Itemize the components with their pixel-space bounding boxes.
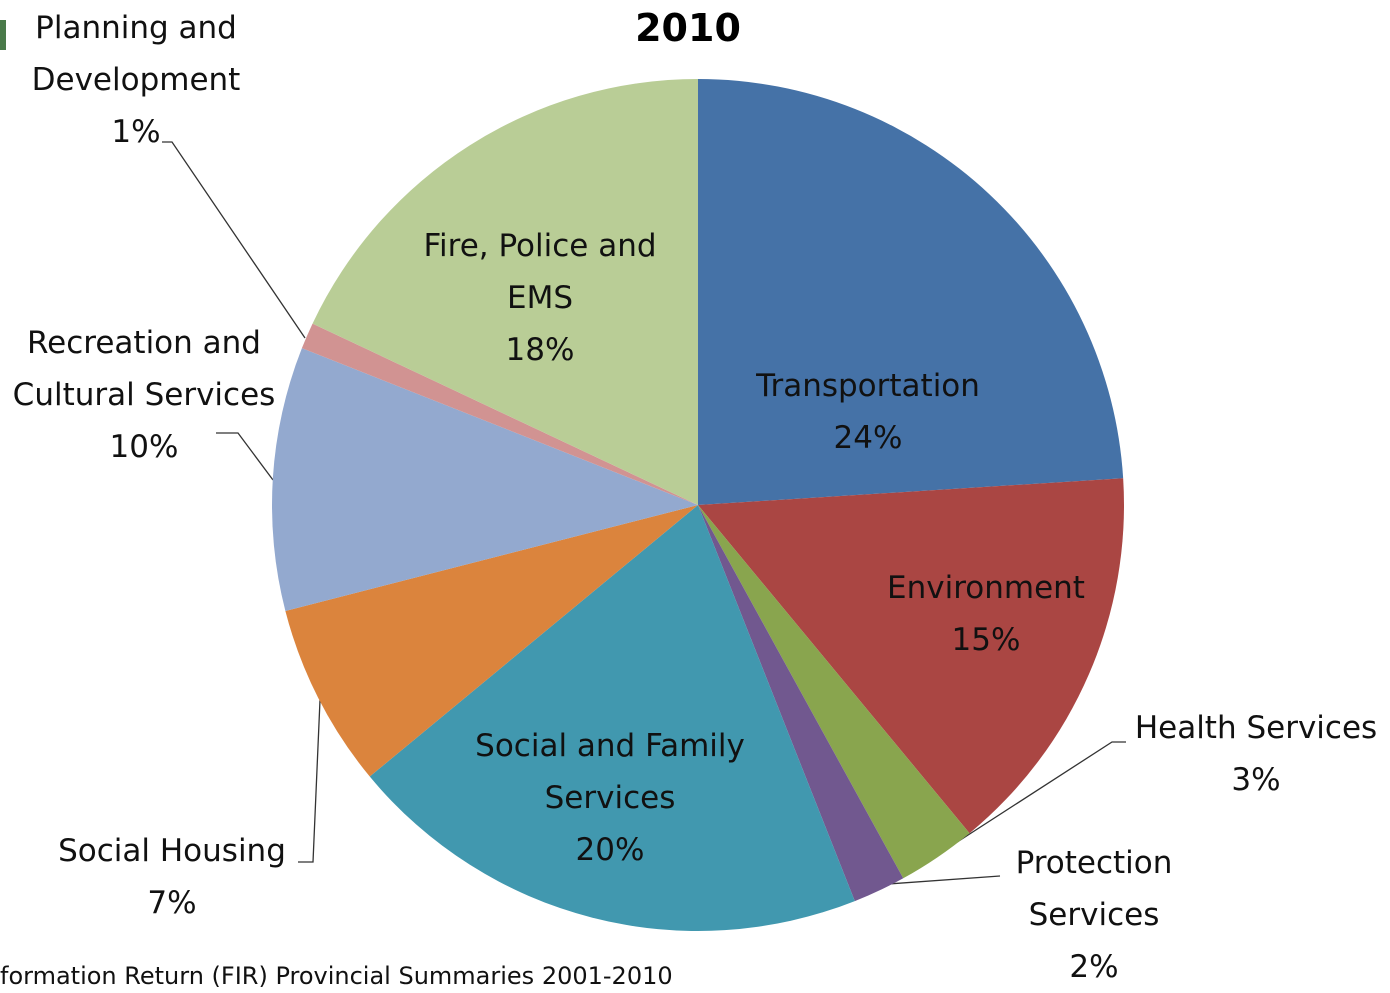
pie-slice: [369, 505, 855, 931]
pie-slice: [271, 348, 698, 611]
slice-label: Social and Family Services 20%: [465, 720, 755, 876]
slice-value-label: 2%: [1069, 949, 1119, 985]
slice-name: Social and Family Services: [475, 728, 745, 816]
pie-slice: [698, 478, 1125, 834]
slice-value-label: 18%: [505, 332, 575, 368]
slice-value-label: 15%: [951, 622, 1021, 658]
slice-label: Fire, Police and EMS 18%: [400, 220, 680, 376]
pie-slice: [312, 79, 698, 505]
slice-label: Transportation 24%: [718, 360, 1018, 464]
slice-value-label: 24%: [833, 420, 903, 456]
pie-slice: [301, 323, 698, 505]
pie-slice: [285, 505, 698, 777]
leader-line: [887, 875, 1001, 885]
slice-value-label: 3%: [1231, 762, 1281, 798]
slice-label: Recreation and Cultural Services 10%: [4, 317, 284, 473]
slice-label: Planning and Development 1%: [6, 2, 266, 158]
pie-slice: [698, 505, 970, 879]
legend-fragment: [0, 20, 6, 50]
slice-name: Social Housing: [58, 833, 286, 869]
leader-line: [162, 141, 306, 339]
leader-line: [947, 741, 1126, 849]
pie-slice: [698, 79, 1124, 505]
slice-value-label: 10%: [109, 429, 179, 465]
slice-name: Environment: [887, 570, 1085, 606]
slice-value-label: 20%: [575, 832, 645, 868]
pie-slice: [698, 505, 904, 902]
slice-label: Health Services 3%: [1116, 702, 1390, 806]
slice-label: Environment 15%: [856, 562, 1116, 666]
slice-label: Social Housing 7%: [32, 825, 312, 929]
slice-name: Fire, Police and EMS: [423, 228, 657, 316]
slice-label: Protection Services 2%: [984, 837, 1204, 993]
slice-name: Health Services: [1134, 710, 1378, 746]
leader-line: [298, 699, 321, 863]
slices: [271, 79, 1125, 931]
slice-name: Protection Services: [1015, 845, 1173, 933]
slice-value-label: 1%: [111, 114, 161, 150]
slice-name: Planning and Development: [31, 10, 241, 98]
leader-lines: [162, 141, 1126, 885]
slice-value-label: 7%: [147, 885, 197, 921]
slice-name: Transportation: [756, 368, 980, 404]
chart-title: 2010: [635, 6, 741, 50]
slice-name: Recreation and Cultural Services: [12, 325, 276, 413]
source-note: formation Return (FIR) Provincial Summar…: [0, 962, 673, 990]
leader-line: [216, 432, 274, 481]
